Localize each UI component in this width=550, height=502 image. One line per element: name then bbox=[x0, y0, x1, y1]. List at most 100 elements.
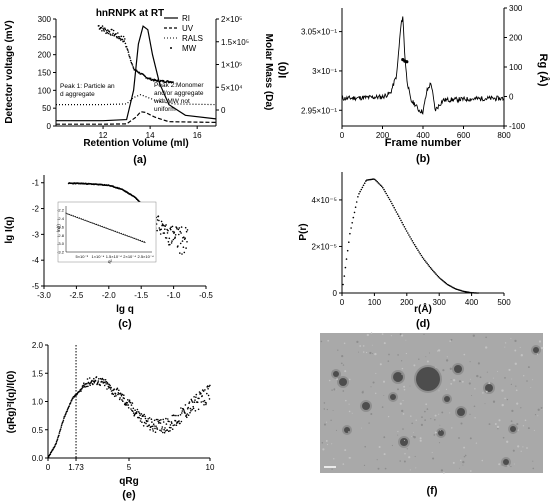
e-data-point bbox=[191, 400, 193, 402]
c-inset-frame bbox=[57, 201, 157, 263]
e-data-point bbox=[141, 421, 143, 424]
c-inset-point bbox=[98, 224, 99, 226]
micrograph-grain bbox=[526, 380, 528, 382]
micrograph-grain bbox=[321, 442, 324, 444]
micrograph-grain bbox=[343, 342, 346, 345]
e-data-point bbox=[135, 412, 138, 415]
micrograph-grain bbox=[463, 446, 466, 449]
micrograph-particle-halo bbox=[508, 424, 518, 434]
micrograph-grain bbox=[511, 378, 513, 380]
e-data-point bbox=[165, 423, 168, 425]
e-data-point bbox=[159, 422, 162, 424]
e-data-point bbox=[47, 456, 50, 458]
micrograph-grain bbox=[399, 402, 402, 405]
e-data-point bbox=[209, 384, 211, 387]
micrograph-grain bbox=[361, 391, 364, 394]
micrograph-grain bbox=[357, 351, 359, 353]
e-data-point bbox=[163, 431, 166, 434]
c-data-point bbox=[175, 226, 178, 229]
micrograph-grain bbox=[458, 380, 461, 383]
micrograph-grain bbox=[506, 440, 509, 443]
d-data-point bbox=[448, 284, 451, 287]
micrograph-grain bbox=[510, 420, 513, 423]
e-data-point bbox=[154, 431, 157, 434]
micrograph-grain bbox=[344, 370, 347, 373]
micrograph-grain bbox=[331, 370, 334, 373]
c-data-point bbox=[170, 226, 172, 228]
a-series-mw-point bbox=[98, 25, 100, 27]
d-data-point bbox=[426, 262, 428, 265]
chart-c: -3.0 -2.5 -2.0 -1.5 -1.0 -0.5 -5 -4 -3 -2 -1 5×10⁻… bbox=[4, 175, 213, 330]
micrograph-grain bbox=[524, 419, 527, 422]
d-data-point bbox=[471, 292, 474, 294]
c-inset-point bbox=[103, 226, 105, 228]
micrograph-grain bbox=[399, 460, 401, 462]
micrograph-grain bbox=[402, 400, 404, 402]
micrograph-grain bbox=[414, 455, 416, 458]
e-data-point bbox=[97, 380, 100, 382]
e-data-point bbox=[95, 376, 98, 378]
c-inset: 5×10⁻⁵ 1×10⁻⁴ 1.5×10⁻⁴ 2×10⁻⁴ 2.5×10⁻⁴ -2.2 -2… bbox=[56, 206, 154, 264]
e-data-point bbox=[93, 381, 96, 384]
e-data-point bbox=[200, 392, 202, 395]
micrograph-grain bbox=[527, 427, 530, 430]
e-data-point bbox=[168, 420, 170, 423]
e-ytick-label-2: 1.0 bbox=[32, 398, 44, 407]
micrograph-grain bbox=[438, 442, 441, 444]
e-data-point bbox=[202, 390, 205, 392]
e-data-point bbox=[148, 417, 151, 419]
micrograph-grain bbox=[481, 459, 484, 462]
e-data-point bbox=[167, 430, 170, 433]
d-data-point bbox=[353, 211, 356, 214]
c-xtick-label-5: -0.5 bbox=[199, 291, 213, 300]
d-data-point bbox=[376, 180, 379, 183]
d-data-point bbox=[442, 279, 444, 282]
micrograph-grain bbox=[397, 434, 399, 436]
a-series-mw-point bbox=[138, 71, 141, 74]
c-data-point bbox=[179, 242, 182, 245]
a-title: hnRNPK at RT bbox=[96, 8, 164, 19]
c-ylabel: lg I(q) bbox=[4, 216, 15, 243]
e-data-point bbox=[66, 410, 68, 413]
c-data-point bbox=[184, 237, 186, 239]
micrograph-grain bbox=[515, 385, 517, 387]
e-data-point bbox=[169, 424, 172, 426]
c-data-point bbox=[177, 245, 179, 247]
c-inset-point bbox=[138, 239, 140, 241]
d-data-point bbox=[465, 291, 468, 293]
chart-e: 0 1.73 5 10 0.0 0.5 1.0 1.5 2.0 qRg (qRg)²I(q)/I… bbox=[6, 341, 215, 501]
micrograph-grain bbox=[451, 427, 453, 429]
d-panel-label: (d) bbox=[416, 318, 430, 330]
micrograph-grain bbox=[325, 439, 328, 442]
e-data-point bbox=[64, 413, 67, 415]
micrograph-grain bbox=[437, 350, 439, 352]
c-data-point bbox=[169, 228, 172, 231]
e-data-point bbox=[186, 416, 188, 419]
e-data-point bbox=[151, 425, 154, 428]
micrograph-grain bbox=[504, 397, 506, 400]
micrograph-grain bbox=[510, 383, 513, 386]
e-data-point bbox=[58, 432, 61, 434]
c-inset-point bbox=[88, 221, 90, 222]
e-data-point bbox=[69, 402, 72, 404]
e-data-point bbox=[181, 412, 183, 414]
c-inset-point bbox=[124, 234, 126, 236]
e-data-point bbox=[104, 381, 106, 383]
e-data-point bbox=[107, 383, 109, 385]
micrograph-grain bbox=[327, 339, 330, 342]
c-inset-ytick-label-0: -2.2 bbox=[57, 208, 65, 213]
a-series-mw-point bbox=[103, 30, 105, 32]
micrograph-grain bbox=[470, 378, 472, 380]
b-ytick-label-2: 3.05×10⁻¹ bbox=[301, 28, 337, 37]
c-inset-point bbox=[94, 223, 96, 225]
micrograph-grain bbox=[377, 467, 380, 470]
e-data-point bbox=[197, 408, 200, 411]
a-series-mw-point bbox=[106, 31, 108, 34]
a-series-mw-point bbox=[129, 57, 131, 59]
b-ytick-label-1: 3×10⁻¹ bbox=[312, 67, 337, 76]
d-data-point bbox=[388, 198, 391, 201]
micrograph-grain bbox=[445, 388, 448, 390]
d-data-point bbox=[400, 219, 402, 222]
a-y2tick-label-2: 1×10⁵ bbox=[221, 61, 242, 70]
micrograph-grain bbox=[532, 467, 535, 470]
